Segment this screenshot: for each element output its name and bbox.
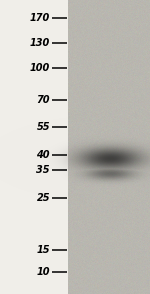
Text: 70: 70 [36, 95, 50, 105]
Text: 10: 10 [36, 267, 50, 277]
Text: 40: 40 [36, 150, 50, 160]
Text: 130: 130 [30, 38, 50, 48]
Text: 100: 100 [30, 63, 50, 73]
Text: 170: 170 [30, 13, 50, 23]
Text: 15: 15 [36, 245, 50, 255]
Text: 35: 35 [36, 165, 50, 175]
Text: 25: 25 [36, 193, 50, 203]
Text: 55: 55 [36, 122, 50, 132]
